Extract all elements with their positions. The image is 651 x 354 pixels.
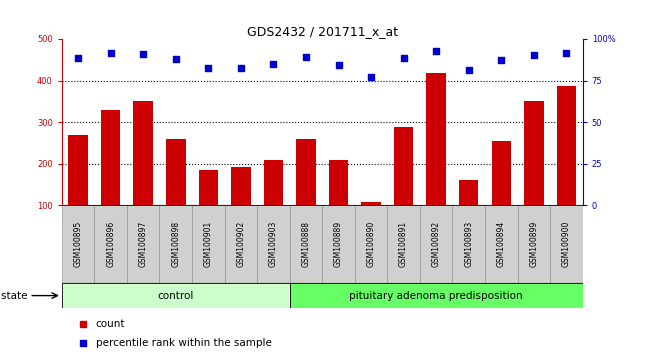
Text: GSM100897: GSM100897 [139,221,148,267]
Bar [557,86,576,205]
Point [398,55,409,61]
Title: GDS2432 / 201711_x_at: GDS2432 / 201711_x_at [247,25,398,38]
Bar [290,283,583,308]
Text: GSM100893: GSM100893 [464,221,473,267]
Text: GSM100899: GSM100899 [529,221,538,267]
Bar [485,205,518,283]
Bar [231,167,251,205]
Bar [394,127,413,205]
Text: GSM100892: GSM100892 [432,221,441,267]
Bar [492,141,511,205]
Point [105,50,116,56]
Point [431,48,441,54]
Point [138,51,148,56]
Bar [264,160,283,205]
Point [73,55,83,61]
Text: GSM100890: GSM100890 [367,221,376,267]
Text: GSM100898: GSM100898 [171,221,180,267]
Text: disease state: disease state [0,291,27,301]
Bar [199,170,218,205]
Text: GSM100891: GSM100891 [399,221,408,267]
Text: GSM100896: GSM100896 [106,221,115,267]
Text: GSM100903: GSM100903 [269,221,278,268]
Bar [192,205,225,283]
Point [496,57,506,63]
Point [203,65,214,71]
Point [366,74,376,80]
Bar [296,139,316,205]
Text: control: control [158,291,194,301]
Bar [62,283,290,308]
Bar [225,205,257,283]
Point [464,67,474,73]
Bar [426,73,446,205]
Point [171,56,181,61]
Bar [101,110,120,205]
Bar [127,205,159,283]
Point [301,54,311,59]
Bar [290,205,322,283]
Point [236,65,246,71]
Bar [133,101,153,205]
Bar [524,101,544,205]
Text: GSM100889: GSM100889 [334,221,343,267]
Bar [420,205,452,283]
Bar [94,205,127,283]
Bar [518,205,550,283]
Bar [550,205,583,283]
Text: count: count [96,319,125,329]
Text: GSM100900: GSM100900 [562,221,571,268]
Point [333,62,344,67]
Text: GSM100902: GSM100902 [236,221,245,267]
Bar [62,205,94,283]
Bar [68,136,88,205]
Text: GSM100895: GSM100895 [74,221,83,267]
Point [268,61,279,67]
Bar [159,205,192,283]
Bar [459,181,478,205]
Bar [452,205,485,283]
Bar [166,139,186,205]
Text: percentile rank within the sample: percentile rank within the sample [96,338,271,348]
Point [561,50,572,56]
Bar [355,205,387,283]
Text: GSM100888: GSM100888 [301,221,311,267]
Bar [257,205,290,283]
Point [529,52,539,58]
Bar [329,160,348,205]
Text: pituitary adenoma predisposition: pituitary adenoma predisposition [350,291,523,301]
Text: GSM100901: GSM100901 [204,221,213,267]
Text: GSM100894: GSM100894 [497,221,506,267]
Bar [322,205,355,283]
Bar [387,205,420,283]
Bar [361,202,381,205]
